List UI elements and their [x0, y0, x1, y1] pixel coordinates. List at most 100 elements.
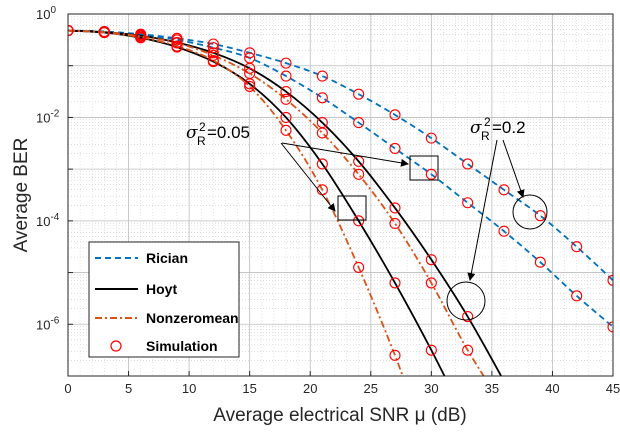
simulation-marker [135, 30, 147, 42]
simulation-marker [280, 70, 292, 82]
simulation-markers [68, 25, 613, 361]
simulation-marker [353, 215, 365, 227]
annotation-left: σ 2 R =0.05 [186, 120, 250, 148]
ticks [67, 13, 614, 377]
simulation-marker [280, 111, 292, 123]
legend-nonzeromean-label: Nonzeromean [146, 310, 239, 326]
simulation-marker [316, 158, 328, 170]
simulation-marker [425, 168, 437, 180]
legend: Rician Hoyt Nonzeromean Simulation [88, 241, 240, 358]
simulation-marker [425, 344, 437, 356]
simulation-marker [353, 88, 365, 100]
simulation-marker [280, 57, 292, 69]
annotation-right-value: =0.2 [492, 118, 526, 137]
annotation-left-value: =0.05 [207, 123, 250, 142]
simulation-marker [462, 344, 474, 356]
simulation-marker [244, 67, 256, 80]
simulation-marker [607, 321, 613, 333]
simulation-marker [244, 80, 256, 92]
x-tick-label: 15 [242, 381, 256, 396]
simulation-marker [353, 117, 365, 129]
x-tick-label: 10 [182, 381, 196, 396]
x-tick-label: 20 [303, 381, 317, 396]
simulation-marker [389, 202, 401, 214]
simulation-marker [207, 49, 219, 61]
x-tick-label: 5 [125, 381, 132, 396]
x-tick-label: 0 [64, 381, 71, 396]
simulation-marker [207, 42, 219, 54]
arrow-right-to-circle-low [467, 139, 498, 281]
simulation-marker [498, 225, 510, 237]
annotation-callouts [280, 139, 548, 321]
legend-simulation-label: Simulation [146, 338, 218, 354]
simulation-marker [68, 25, 74, 37]
x-axis-label: Average electrical SNR μ (dB) [213, 405, 466, 426]
simulation-marker [389, 277, 401, 289]
x-tick-label: 45 [606, 381, 620, 396]
simulation-marker [280, 93, 292, 105]
series-rician-1 [68, 29, 613, 281]
legend-hoyt-label: Hoyt [146, 281, 177, 297]
simulation-marker [171, 32, 183, 44]
simulation-marker [353, 168, 365, 180]
simulation-marker [171, 37, 183, 49]
y-tick-label: 100 [36, 5, 56, 22]
y-axis-label: Average BER [11, 138, 32, 253]
simulation-marker [316, 70, 328, 82]
tick-labels: 0 5 10 15 20 25 30 35 40 45 10-6 10-4 10-2 100 [36, 5, 620, 396]
y-tick-label: 10-4 [36, 212, 60, 229]
simulation-marker [534, 256, 546, 268]
simulation-marker [462, 158, 474, 170]
simulation-marker [607, 274, 613, 286]
x-tick-label: 40 [545, 381, 559, 396]
series-rician-0 [68, 29, 613, 328]
annotation-right-sup: 2 [484, 115, 491, 129]
simulation-marker [316, 92, 328, 104]
legend-simulation-marker [110, 340, 122, 352]
simulation-marker [498, 184, 510, 196]
y-tick-label: 10-2 [36, 108, 60, 125]
x-tick-label: 30 [424, 381, 438, 396]
simulation-marker [207, 54, 219, 67]
simulation-marker [98, 26, 110, 38]
annotation-left-sigma: σ [186, 123, 198, 143]
annotation-right: σ 2 R =0.2 [470, 115, 526, 143]
simulation-marker [425, 277, 437, 289]
annotation-left-sup: 2 [199, 120, 206, 134]
zoom-box-left [337, 195, 367, 221]
simulation-marker [425, 132, 437, 144]
simulation-marker [353, 155, 365, 167]
simulation-marker [244, 62, 256, 74]
annotation-right-sigma: σ [470, 118, 482, 138]
simulation-marker [425, 254, 437, 266]
arrow-right-to-circle-high [502, 139, 525, 198]
legend-box [88, 241, 240, 358]
arrow-left-to-box-low [280, 142, 336, 212]
y-tick-label: 10-6 [36, 315, 60, 332]
simulation-marker [207, 47, 219, 59]
simulation-marker [316, 127, 328, 139]
simulation-marker [571, 290, 583, 302]
series-nonzeromean-5 [68, 29, 485, 376]
zoom-box-right [409, 155, 439, 181]
plot-frame [67, 13, 614, 377]
simulation-marker [171, 40, 183, 52]
simulation-marker [244, 47, 256, 59]
x-tick-label: 25 [364, 381, 378, 396]
simulation-marker [389, 349, 401, 361]
annotation-right-sub: R [481, 129, 490, 143]
x-tick-label: 35 [485, 381, 499, 396]
zoom-circle-upper [512, 194, 548, 230]
simulation-marker [462, 197, 474, 209]
simulation-marker [353, 261, 365, 273]
zoom-circle-lower [446, 281, 486, 321]
legend-rician-label: Rician [146, 250, 188, 266]
simulation-marker [389, 217, 401, 229]
simulation-marker [389, 109, 401, 121]
simulation-marker [389, 142, 401, 155]
simulation-marker [280, 86, 292, 98]
simulation-marker [534, 210, 546, 222]
simulation-marker [571, 241, 583, 253]
annotation-left-sub: R [197, 134, 206, 148]
